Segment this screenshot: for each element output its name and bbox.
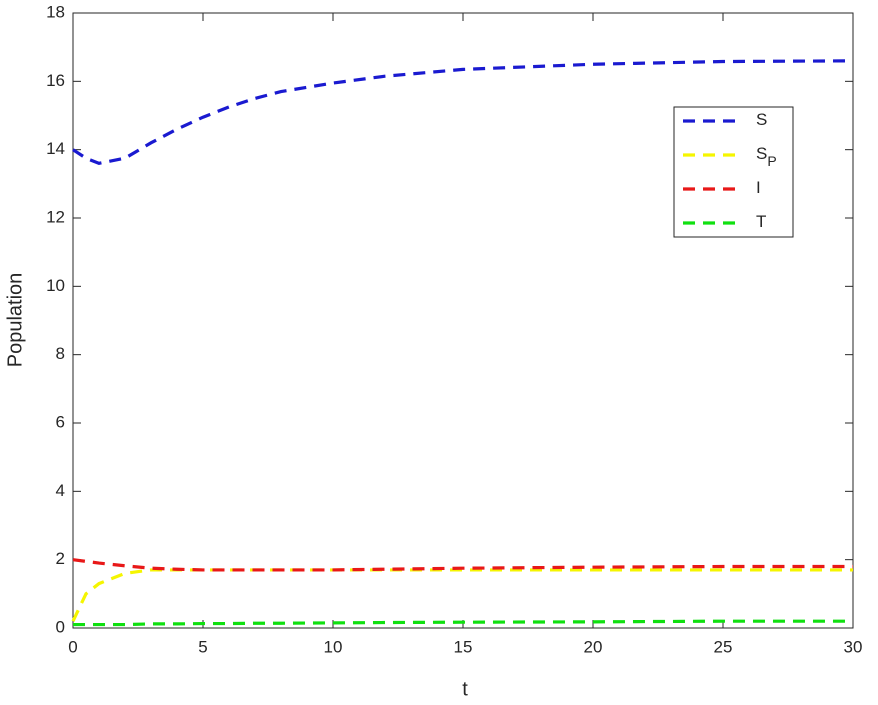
legend-label: SP [756,144,777,168]
series-line [72,59,854,165]
y-tick-label: 4 [56,481,65,500]
legend-label: S [756,110,767,129]
x-tick-label: 30 [844,637,863,656]
y-tick-label: 0 [56,617,65,636]
plot-area [72,12,854,629]
x-axis-label: t [462,678,468,700]
legend-label: I [756,178,761,197]
x-tick-label: 20 [584,637,603,656]
y-tick-label: 8 [56,344,65,363]
legend-subscript: P [767,153,776,169]
x-tick-label: 0 [68,637,77,656]
y-tick-label: 16 [46,71,65,90]
y-tick-label: 6 [56,412,65,431]
legend-name: I [756,178,761,197]
y-tick-label: 10 [46,276,65,295]
x-tick-label: 10 [324,637,343,656]
series-line [73,619,853,627]
legend-label: T [756,212,766,231]
series-line [72,558,853,572]
legend-name: T [756,212,766,231]
x-tick-label: 15 [454,637,473,656]
y-tick-label: 2 [56,549,65,568]
x-tick-label: 5 [198,637,207,656]
y-tick-label: 18 [46,2,65,21]
y-tick-label: 12 [46,207,65,226]
y-tick-label: 14 [46,139,65,158]
legend-name: S [756,144,767,163]
legend-box [673,106,794,238]
y-axis-label: Population [4,273,26,368]
legend-name: S [756,110,767,129]
x-tick-label: 25 [714,637,733,656]
